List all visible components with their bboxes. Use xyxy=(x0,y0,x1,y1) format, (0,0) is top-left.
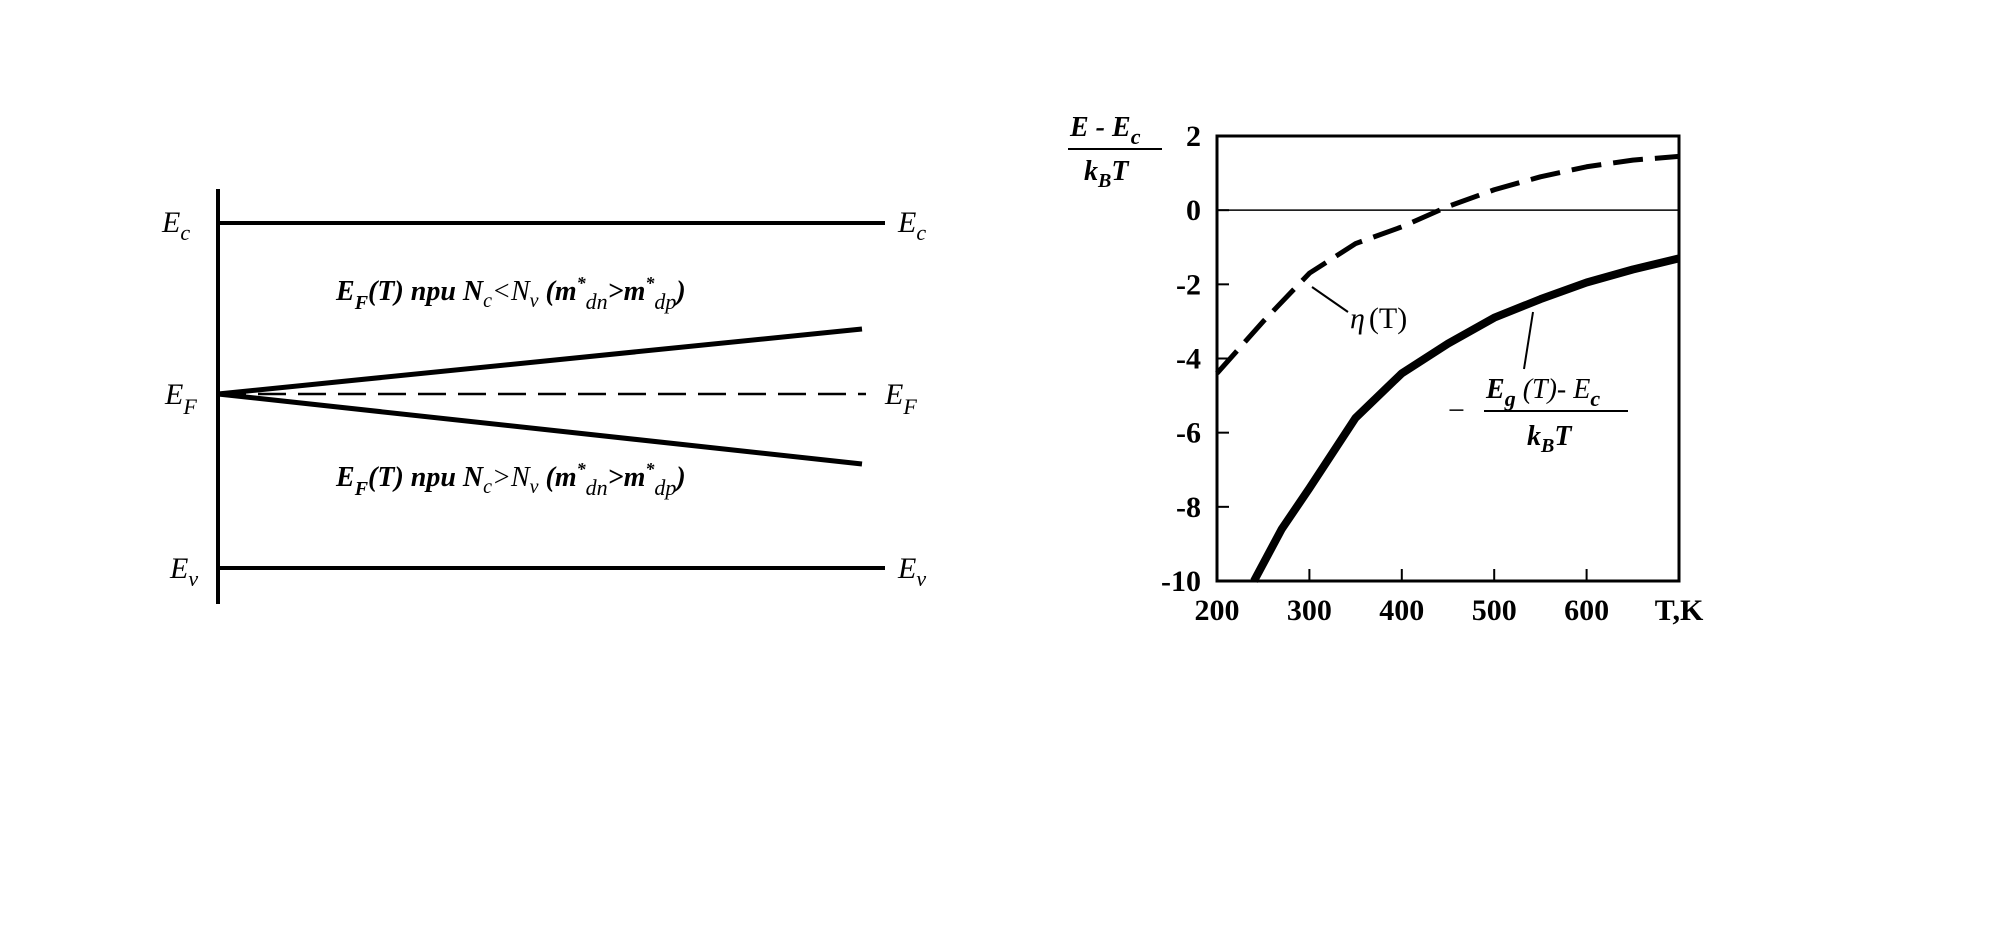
ec-label: Ec xyxy=(161,206,190,245)
t: E xyxy=(897,552,916,585)
t: dp xyxy=(654,475,676,500)
y-tick-label: -4 xyxy=(1176,343,1201,376)
series-line xyxy=(1250,254,1680,583)
y-axis-label: kBT xyxy=(1084,156,1130,192)
t: F xyxy=(182,394,197,419)
ev-label: Ev xyxy=(897,552,926,591)
t: c xyxy=(916,220,926,245)
t: * xyxy=(577,273,587,293)
t: E xyxy=(335,462,355,493)
y-axis-label: E - Ec xyxy=(1069,112,1141,149)
x-tick-label: 500 xyxy=(1472,594,1517,627)
t: (T) при N xyxy=(368,462,485,493)
t: m xyxy=(555,276,577,307)
t: > xyxy=(608,276,624,307)
t: m xyxy=(624,276,646,307)
t: B xyxy=(1097,170,1111,192)
t: E - E xyxy=(1069,112,1131,143)
t: E xyxy=(884,378,903,411)
t: <N xyxy=(492,276,531,307)
x-axis-label: T,K xyxy=(1655,594,1704,627)
t: * xyxy=(645,273,655,293)
t: c xyxy=(180,220,190,245)
lower-label: EF(T) при Nc>Nv (m*dn>m*dp) xyxy=(335,459,686,500)
t: dn xyxy=(586,475,608,500)
t: B xyxy=(1540,435,1554,457)
leader-line xyxy=(1311,286,1349,313)
y-tick-label: -2 xyxy=(1176,268,1201,301)
t: m xyxy=(624,462,646,493)
y-tick-label: -8 xyxy=(1176,491,1201,524)
t: c xyxy=(1131,124,1141,149)
t: T xyxy=(1111,156,1130,187)
t: v xyxy=(188,566,198,591)
t: E xyxy=(1485,374,1505,405)
t: v xyxy=(530,476,539,498)
t: (T) xyxy=(1369,302,1407,335)
t: T xyxy=(1554,421,1573,452)
t: dp xyxy=(654,289,676,314)
t: k xyxy=(1527,421,1541,452)
t: ( xyxy=(539,276,557,307)
t: ) xyxy=(673,276,685,307)
t: m xyxy=(555,462,577,493)
y-tick-label: 2 xyxy=(1186,120,1201,153)
y-tick-label: -10 xyxy=(1161,565,1201,598)
ef-label: EF xyxy=(164,378,197,419)
series-label: kBT xyxy=(1527,421,1573,457)
t: (T) при N xyxy=(368,276,485,307)
series-label: Eg (T)- Ec xyxy=(1485,374,1600,411)
ef-upper-line xyxy=(217,326,863,397)
ef-lower-line xyxy=(217,391,863,467)
t: F xyxy=(354,292,369,314)
y-tick-label: 0 xyxy=(1186,194,1201,227)
y-tick-label: -6 xyxy=(1176,417,1201,450)
t: dn xyxy=(586,289,608,314)
t: ( xyxy=(539,462,557,493)
t: > xyxy=(608,462,624,493)
upper-label: EF(T) при Nc<Nv (m*dn>m*dp) xyxy=(335,273,686,314)
t: g xyxy=(1504,386,1516,411)
t: c xyxy=(1590,386,1600,411)
t: k xyxy=(1084,156,1098,187)
t: v xyxy=(916,566,926,591)
band-diagram xyxy=(216,189,885,604)
t: E xyxy=(164,378,183,411)
x-tick-label: 600 xyxy=(1564,594,1609,627)
ef-label: EF xyxy=(884,378,917,419)
series-label: − xyxy=(1446,394,1466,427)
t: c xyxy=(483,290,492,312)
t: E xyxy=(161,206,180,239)
x-tick-label: 200 xyxy=(1195,594,1240,627)
x-tick-label: 400 xyxy=(1379,594,1424,627)
x-tick-label: 300 xyxy=(1287,594,1332,627)
plot-frame xyxy=(1215,134,1681,583)
t: >N xyxy=(492,462,531,493)
t: * xyxy=(645,459,655,479)
t: F xyxy=(354,478,369,500)
t: ) xyxy=(673,462,685,493)
t: E xyxy=(335,276,355,307)
t: v xyxy=(530,290,539,312)
t: E xyxy=(169,552,188,585)
ec-label: Ec xyxy=(897,206,926,245)
ev-label: Ev xyxy=(169,552,198,591)
t: (T)- E xyxy=(1516,374,1591,405)
t: * xyxy=(577,459,587,479)
t: c xyxy=(483,476,492,498)
t: η xyxy=(1350,302,1365,335)
t: F xyxy=(902,394,917,419)
leader-line xyxy=(1523,311,1534,370)
series-label: η (T) xyxy=(1350,302,1407,335)
t: E xyxy=(897,206,916,239)
